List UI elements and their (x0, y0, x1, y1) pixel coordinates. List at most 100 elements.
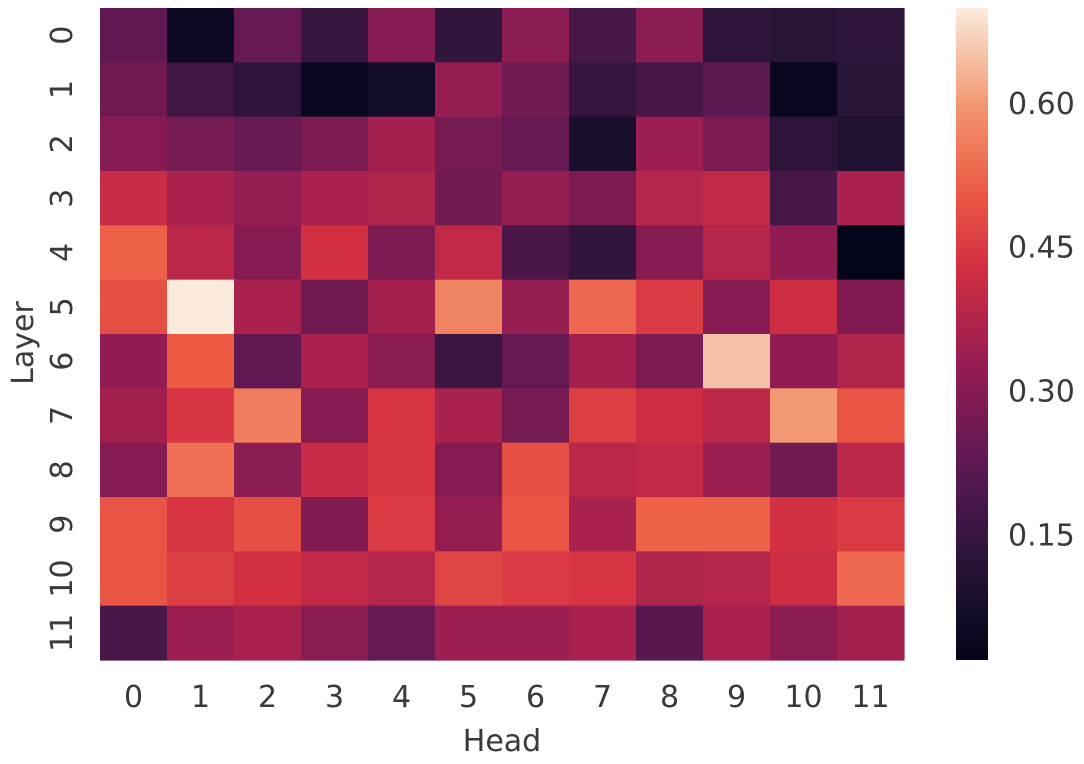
heatmap-cell (167, 388, 235, 444)
heatmap-cell (234, 171, 302, 226)
heatmap-cell (301, 116, 369, 172)
heatmap-cell (100, 62, 168, 118)
x-tick-label: 6 (526, 680, 545, 715)
x-axis-label: Head (463, 724, 541, 759)
heatmap-cell (837, 8, 905, 63)
heatmap-cell (234, 8, 302, 63)
heatmap-cell (435, 225, 503, 281)
y-tick-label: 11 (45, 614, 80, 652)
heatmap-cell (368, 388, 436, 444)
heatmap-cell (569, 605, 637, 661)
heatmap-cell (636, 225, 704, 281)
y-tick-label: 9 (45, 515, 80, 534)
heatmap-cell (502, 442, 570, 498)
heatmap-cell (435, 551, 503, 607)
colorbar-tick-label: 0.30 (1008, 375, 1075, 410)
x-tick-label: 5 (459, 680, 478, 715)
heatmap-cell (100, 116, 168, 172)
y-tick-label: 8 (45, 460, 80, 479)
y-tick-label: 10 (45, 559, 80, 597)
heatmap-cell (770, 279, 838, 335)
y-tick-label: 2 (45, 134, 80, 153)
heatmap-cell (569, 551, 637, 607)
heatmap-cell (502, 62, 570, 118)
heatmap-cell (502, 116, 570, 172)
heatmap-cell (368, 8, 436, 63)
heatmap-cell (770, 8, 838, 63)
y-axis-label: Layer (6, 301, 41, 385)
x-tick-label: 1 (191, 680, 210, 715)
heatmap-cell (502, 605, 570, 661)
heatmap-cell (301, 171, 369, 226)
heatmap-cell (368, 116, 436, 172)
heatmap-cell (368, 334, 436, 389)
heatmap-cell (703, 225, 771, 281)
heatmap-cell (636, 116, 704, 172)
heatmap-cell (770, 116, 838, 172)
heatmap-cells (100, 8, 905, 661)
heatmap-cell (837, 62, 905, 118)
heatmap-cell (435, 116, 503, 172)
x-tick-label: 11 (851, 680, 889, 715)
y-tick-labels: 0 1 2 3 4 5 6 7 8 9 10 11 (45, 26, 80, 652)
heatmap-cell (368, 171, 436, 226)
heatmap-cell (100, 442, 168, 498)
heatmap-cell (636, 388, 704, 444)
y-tick-label: 6 (45, 352, 80, 371)
heatmap-cell (837, 279, 905, 335)
heatmap-cell (435, 442, 503, 498)
y-tick-label: 5 (45, 297, 80, 316)
heatmap-cell (502, 279, 570, 335)
heatmap-cell (770, 225, 838, 281)
heatmap-cell (234, 334, 302, 389)
heatmap-cell (703, 8, 771, 63)
heatmap-cell (301, 442, 369, 498)
heatmap-cell (100, 171, 168, 226)
y-tick-label: 7 (45, 406, 80, 425)
heatmap-cell (435, 388, 503, 444)
heatmap-cell (770, 62, 838, 118)
heatmap-cell (301, 279, 369, 335)
heatmap-cell (569, 116, 637, 172)
heatmap-cell (234, 551, 302, 607)
heatmap-cell (636, 62, 704, 118)
heatmap-cell (368, 551, 436, 607)
x-tick-label: 2 (258, 680, 277, 715)
heatmap-cell (100, 279, 168, 335)
heatmap-cell (234, 442, 302, 498)
heatmap-cell (167, 116, 235, 172)
heatmap-cell (100, 334, 168, 389)
heatmap-cell (100, 225, 168, 281)
heatmap-cell (569, 497, 637, 552)
heatmap-cell (770, 334, 838, 389)
heatmap-cell (167, 442, 235, 498)
heatmap-cell (234, 62, 302, 118)
heatmap-cell (636, 551, 704, 607)
heatmap-cell (100, 388, 168, 444)
heatmap-cell (100, 551, 168, 607)
heatmap-cell (234, 225, 302, 281)
x-tick-label: 0 (124, 680, 143, 715)
heatmap-cell (636, 171, 704, 226)
heatmap-cell (770, 497, 838, 552)
heatmap-cell (301, 225, 369, 281)
colorbar-tick-label: 0.45 (1008, 231, 1075, 266)
heatmap-cell (703, 442, 771, 498)
heatmap-cell (837, 551, 905, 607)
heatmap-cell (100, 605, 168, 661)
heatmap-cell (167, 225, 235, 281)
heatmap-cell (167, 497, 235, 552)
heatmap-cell (502, 388, 570, 444)
heatmap-cell (770, 388, 838, 444)
heatmap-cell (569, 279, 637, 335)
x-tick-label: 8 (660, 680, 679, 715)
heatmap-cell (703, 171, 771, 226)
heatmap-cell (703, 497, 771, 552)
heatmap-cell (569, 442, 637, 498)
heatmap-cell (368, 442, 436, 498)
heatmap-cell (569, 62, 637, 118)
heatmap-cell (703, 551, 771, 607)
heatmap-cell (301, 497, 369, 552)
heatmap-cell (770, 605, 838, 661)
heatmap-cell (301, 388, 369, 444)
